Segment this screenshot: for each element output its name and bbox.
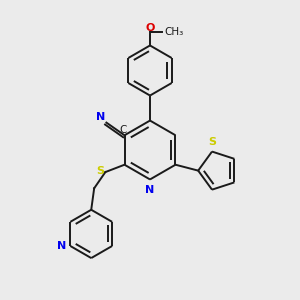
- Text: O: O: [145, 23, 155, 33]
- Text: CH₃: CH₃: [164, 27, 184, 37]
- Text: N: N: [96, 112, 106, 122]
- Text: N: N: [146, 185, 154, 195]
- Text: N: N: [57, 241, 66, 251]
- Text: S: S: [208, 137, 216, 147]
- Text: S: S: [96, 167, 104, 176]
- Text: C: C: [119, 124, 126, 134]
